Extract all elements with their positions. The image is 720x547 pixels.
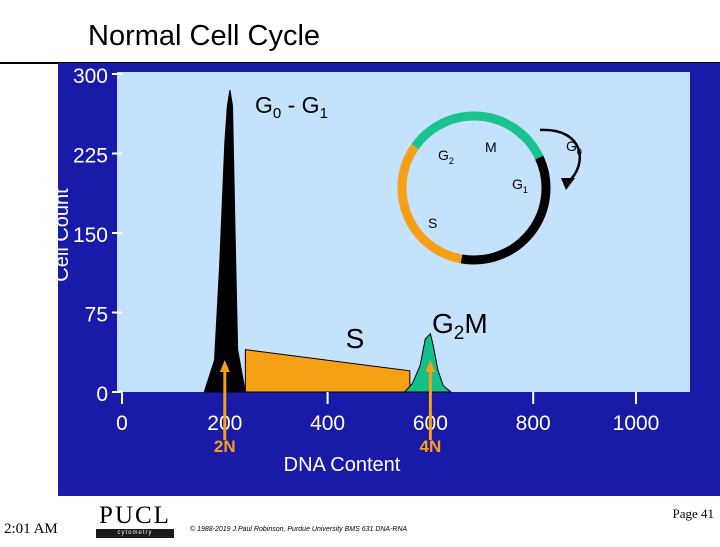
marker-4n-arrow	[425, 360, 436, 372]
label-part: 1	[320, 105, 328, 122]
cycle-arc-m	[476, 111, 544, 160]
g0-exit-arrowhead	[561, 178, 575, 190]
label-part: M	[485, 139, 497, 155]
marker-4n-label: 4N	[420, 437, 442, 456]
x-axis-label: DNA Content	[284, 454, 401, 476]
cycle-arc-g2	[411, 111, 477, 150]
y-tick-label: 225	[73, 145, 108, 168]
footer-time: 2:01 AM	[4, 521, 58, 537]
cycle-label-g2: G2	[438, 147, 454, 166]
label-part: 0	[577, 147, 582, 157]
page-title: Normal Cell Cycle	[88, 20, 321, 52]
marker-2n-arrow	[219, 360, 230, 372]
label-part: G	[566, 138, 577, 154]
cycle-arc-s	[397, 144, 463, 264]
cycle-label-s: S	[428, 215, 437, 231]
label-part: 0	[273, 105, 281, 122]
label-part: G	[512, 176, 523, 192]
label-g0-g1: G0 - G1	[255, 92, 328, 122]
logo-text: PUCL	[99, 502, 171, 529]
x-tick-label: 0	[116, 412, 128, 435]
plot-area	[117, 72, 690, 392]
x-tick-label: 800	[516, 412, 551, 435]
label-part: 2	[449, 156, 454, 166]
series-g2m-peak	[403, 332, 453, 393]
x-tick-label: 400	[310, 412, 345, 435]
y-tick-label: 300	[73, 65, 108, 88]
footer-copyright: © 1988-2019 J.Paul Robinson, Purdue Univ…	[190, 526, 408, 533]
x-tick-label: 1000	[613, 412, 660, 435]
series-layer	[203, 89, 453, 393]
cycle-arc-g1	[460, 155, 551, 265]
label-part: G	[438, 147, 449, 163]
y-axis-label: Cell Count	[51, 188, 73, 282]
label-part: - G	[281, 92, 319, 118]
cycle-label-g0: G0	[566, 138, 582, 157]
y-tick-label: 75	[85, 304, 108, 327]
logo-subtext: cytometry laboratories	[113, 530, 157, 545]
label-part: S	[428, 215, 437, 231]
axis-layer: 07515022530002004006008001000DNA Content…	[51, 65, 659, 476]
logo-bar	[96, 529, 174, 538]
label-s-phase: S	[346, 323, 365, 354]
y-tick-label: 0	[96, 383, 108, 406]
label-part: G	[255, 92, 273, 118]
cycle-label-m: M	[485, 139, 497, 155]
label-g2m: G2M	[432, 308, 488, 344]
pucl-logo: PUCL cytometry laboratories	[96, 502, 174, 545]
label-part: 2	[454, 323, 465, 344]
label-part: M	[464, 308, 487, 339]
label-part: G	[432, 308, 454, 339]
g0-exit-arrow	[539, 128, 582, 183]
cycle-label-g1: G1	[512, 176, 528, 195]
footer-page-number: Page 41	[672, 506, 714, 521]
marker-2n-label: 2N	[214, 437, 236, 456]
label-part: 1	[523, 185, 528, 195]
y-tick-label: 150	[73, 224, 108, 247]
series-g0g1-peak	[203, 89, 246, 393]
